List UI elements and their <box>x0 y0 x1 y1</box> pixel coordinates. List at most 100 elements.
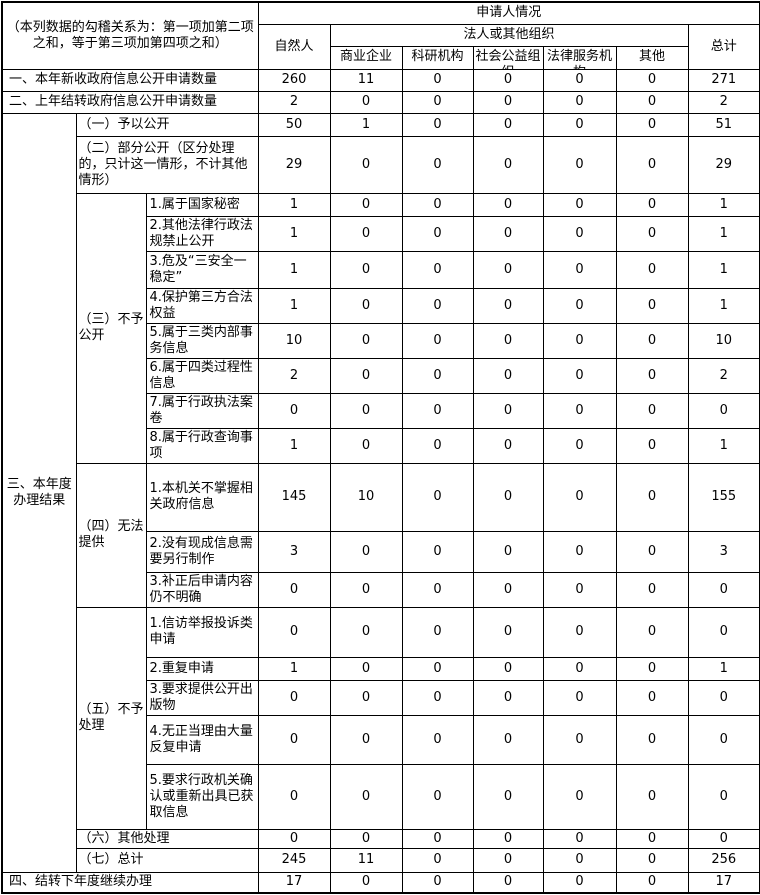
value-cell: 0 <box>329 606 403 658</box>
value-cell: 11 <box>329 847 403 873</box>
value-cell: 0 <box>329 571 403 608</box>
value-cell: 0 <box>401 714 474 765</box>
section-label-unable-to-provide: （四）无法提供 <box>75 462 147 608</box>
row-label-new-applications: 一、本年新收政府信息公开申请数量 <box>1 68 259 92</box>
value-cell: 2 <box>257 357 331 394</box>
value-cell: 0 <box>542 656 617 681</box>
value-cell: 0 <box>257 714 331 765</box>
value-cell: 0 <box>329 215 403 252</box>
row-label-still-unclear-after-amendment: 3.补正后申请内容仍不明确 <box>145 571 259 608</box>
table-row: 7.属于行政执法案卷 0 0 0 0 0 0 0 <box>2 392 760 429</box>
value-cell: 1 <box>257 250 331 289</box>
value-cell: 245 <box>257 847 331 873</box>
row-label-law-enforcement-files: 7.属于行政执法案卷 <box>145 392 259 429</box>
value-cell: 0 <box>615 714 689 765</box>
value-cell: 0 <box>472 215 544 252</box>
value-cell: 0 <box>257 679 331 716</box>
row-label-law-prohibited: 2.其他法律行政法规禁止公开 <box>145 215 259 252</box>
row-label-no-existing-info: 2.没有现成信息需要另行制作 <box>145 530 259 573</box>
value-cell: 0 <box>329 90 403 114</box>
value-cell: 0 <box>401 606 474 658</box>
value-cell: 1 <box>687 656 760 681</box>
table-row: 4.保护第三方合法权益 1 0 0 0 0 0 1 <box>2 287 760 324</box>
value-cell: 0 <box>472 250 544 289</box>
row-label-section-total: （七）总计 <box>75 847 259 873</box>
value-cell: 0 <box>257 571 331 608</box>
value-cell: 0 <box>401 828 474 849</box>
table-row: 3.要求提供公开出版物 0 0 0 0 0 0 0 <box>2 679 760 716</box>
column-header-label: 其他 <box>638 48 665 64</box>
section-label-not-processed: （五）不予处理 <box>75 606 147 830</box>
value-cell: 0 <box>472 287 544 324</box>
row-label-published-materials: 3.要求提供公开出版物 <box>145 679 259 716</box>
column-header-legal-org-group: 法人或其他组织 <box>329 23 689 47</box>
value-cell: 0 <box>542 679 617 716</box>
column-header-research-institution: 科研机构 <box>401 45 474 70</box>
value-cell: 0 <box>687 714 760 765</box>
row-label-carried-to-next-year: 四、结转下年度继续办理 <box>1 871 259 894</box>
value-cell: 0 <box>401 462 474 532</box>
value-cell: 0 <box>401 871 474 894</box>
value-cell: 0 <box>542 250 617 289</box>
value-cell: 0 <box>329 250 403 289</box>
value-cell: 1 <box>257 192 331 217</box>
value-cell: 0 <box>257 763 331 830</box>
row-label-petition-complaint: 1.信访举报投诉类申请 <box>145 606 259 658</box>
value-cell: 0 <box>542 427 617 464</box>
section-label-annual-results: 三、本年度办理结果 <box>1 112 77 873</box>
table-row: （三）不予公开 1.属于国家秘密 1 0 0 0 0 0 1 <box>2 192 760 464</box>
value-cell: 0 <box>615 392 689 429</box>
row-label-carried-over-applications: 二、上年结转政府信息公开申请数量 <box>1 90 259 114</box>
row-label-state-secret: 1.属于国家秘密 <box>145 192 259 217</box>
row-label-other-processing: （六）其他处理 <box>75 828 259 849</box>
value-cell: 1 <box>257 287 331 324</box>
header-applicant-situation: 申请人情况 <box>257 1 760 25</box>
value-cell: 1 <box>257 215 331 252</box>
value-cell: 0 <box>401 250 474 289</box>
value-cell: 0 <box>615 322 689 359</box>
value-cell: 0 <box>687 828 760 849</box>
section-label-refused-disclosure: （三）不予公开 <box>75 192 147 464</box>
value-cell: 3 <box>257 530 331 573</box>
value-cell: 1 <box>687 192 760 217</box>
value-cell: 0 <box>257 606 331 658</box>
value-cell: 0 <box>472 112 544 137</box>
value-cell: 0 <box>542 606 617 658</box>
value-cell: 51 <box>687 112 760 137</box>
value-cell: 11 <box>329 68 403 92</box>
value-cell: 0 <box>542 392 617 429</box>
row-label-internal-affairs-info: 5.属于三类内部事务信息 <box>145 322 259 359</box>
value-cell: 0 <box>615 871 689 894</box>
header-row-3: 商业企业 科研机构 社会公益组织 法律服务机构 其他 <box>2 45 760 70</box>
value-cell: 0 <box>542 357 617 394</box>
row-label-third-party-rights: 4.保护第三方合法权益 <box>145 287 259 324</box>
value-cell: 0 <box>615 462 689 532</box>
value-cell: 1 <box>257 656 331 681</box>
column-header-legal-service-org: 法律服务机构 <box>542 45 617 70</box>
value-cell: 0 <box>542 763 617 830</box>
table-row: 8.属于行政查询事项 1 0 0 0 0 0 1 <box>2 427 760 464</box>
value-cell: 0 <box>687 763 760 830</box>
value-cell: 0 <box>472 135 544 194</box>
value-cell: 10 <box>329 462 403 532</box>
header-row-1: （本列数据的勾稽关系为：第一项加第二项之和，等于第三项加第四项之和） 申请人情况 <box>1 1 760 70</box>
value-cell: 0 <box>542 714 617 765</box>
value-cell: 0 <box>472 871 544 894</box>
value-cell: 0 <box>401 135 474 194</box>
table-row: 4.无正当理由大量反复申请 0 0 0 0 0 0 0 <box>2 714 760 765</box>
value-cell: 0 <box>542 135 617 194</box>
table-row: 三、本年度办理结果 （一）予以公开 50 1 0 0 0 0 51 <box>1 112 760 873</box>
value-cell: 0 <box>615 427 689 464</box>
value-cell: 1 <box>687 215 760 252</box>
value-cell: 0 <box>472 392 544 429</box>
value-cell: 0 <box>687 392 760 429</box>
value-cell: 0 <box>401 571 474 608</box>
value-cell: 29 <box>687 135 760 194</box>
value-cell: 0 <box>615 828 689 849</box>
value-cell: 0 <box>472 571 544 608</box>
value-cell: 0 <box>401 287 474 324</box>
value-cell: 0 <box>615 679 689 716</box>
value-cell: 3 <box>687 530 760 573</box>
value-cell: 0 <box>615 847 689 873</box>
column-header-label: 商业企业 <box>339 48 392 64</box>
